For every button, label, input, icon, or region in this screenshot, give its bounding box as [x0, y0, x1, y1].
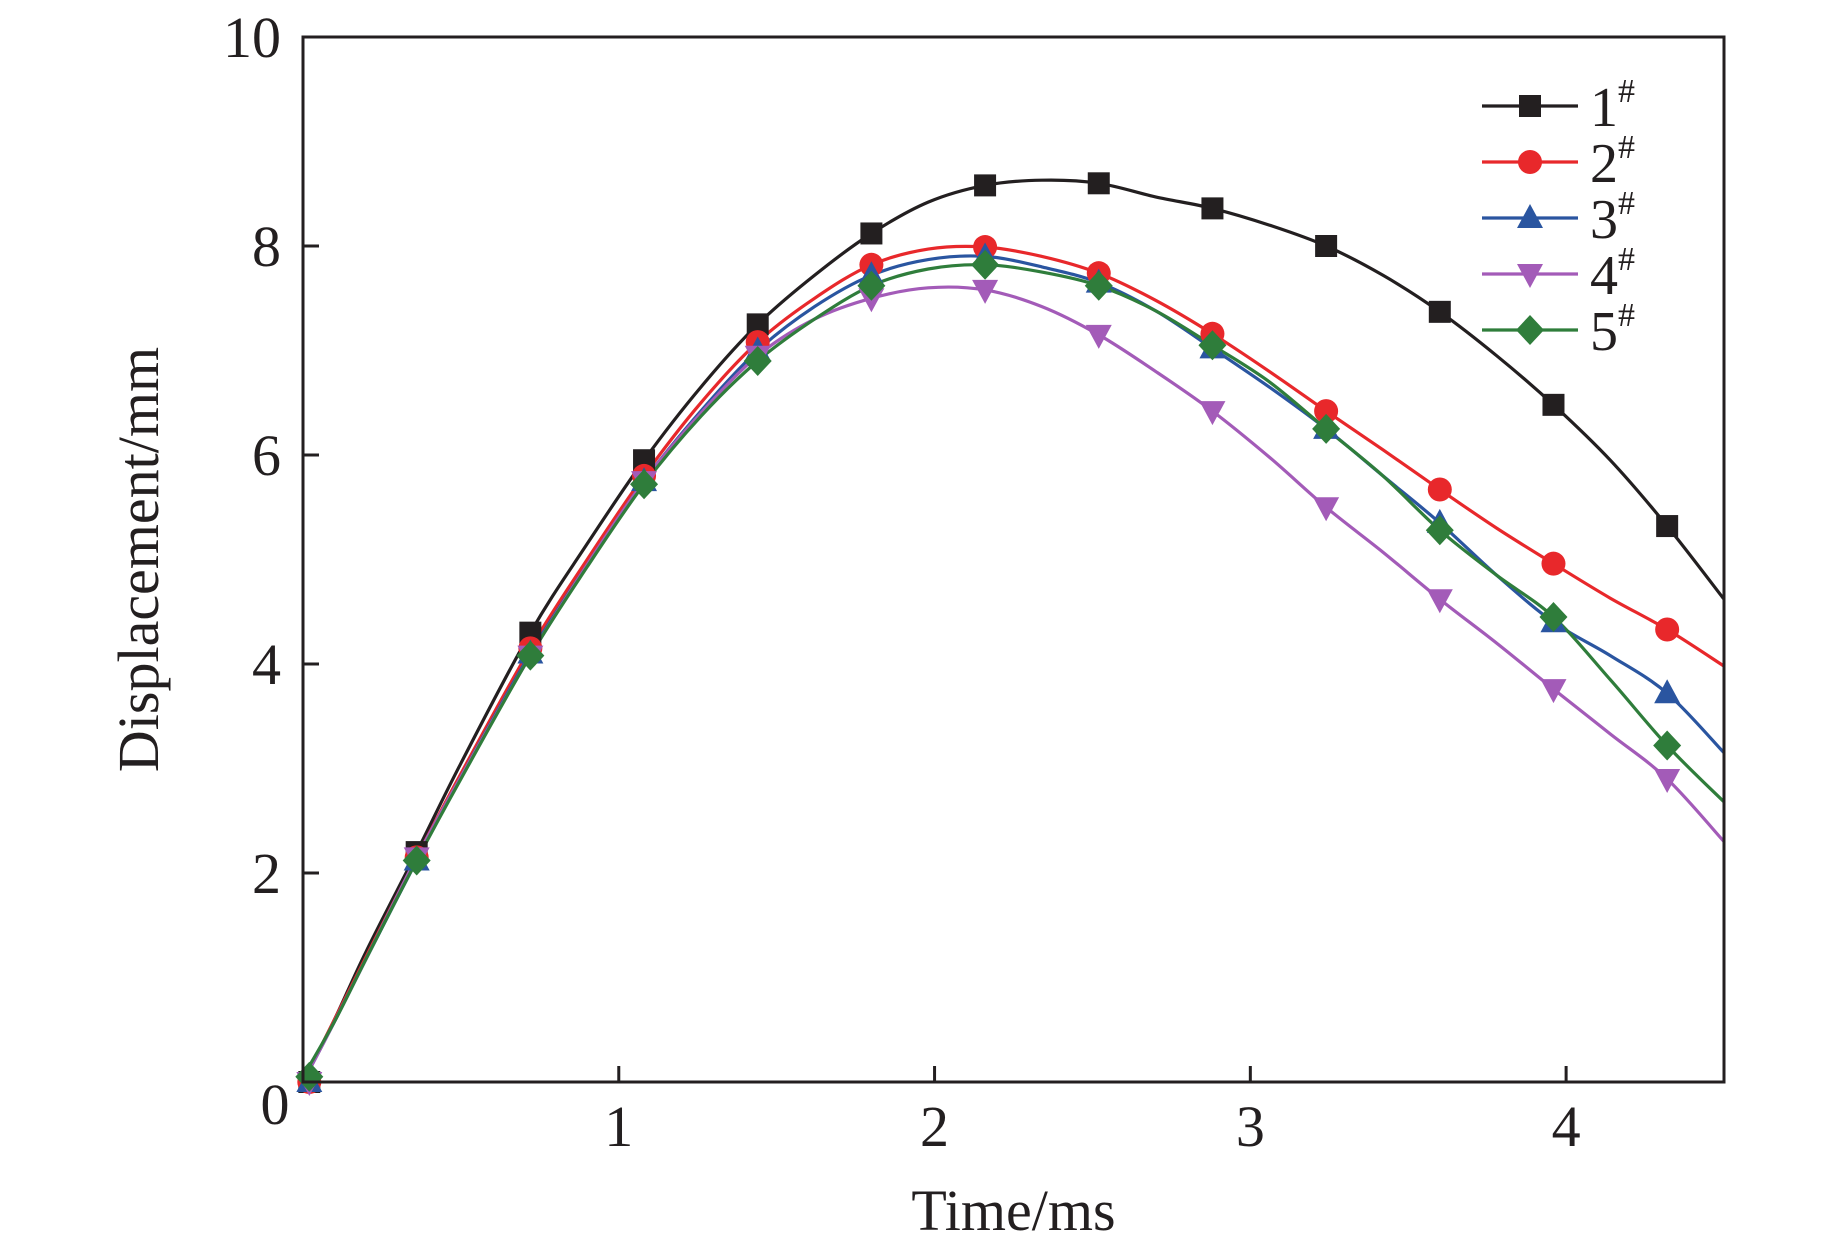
- origin-tick-label: 0: [261, 1072, 290, 1137]
- series-5-point: [971, 249, 1000, 280]
- legend-label: 2#: [1590, 129, 1635, 195]
- legend-label: 4#: [1590, 241, 1635, 307]
- series-3-point: [1654, 679, 1681, 704]
- series-1-line: [303, 178, 1724, 1082]
- series-3-line: [303, 254, 1724, 1082]
- series-5-point: [1084, 270, 1113, 301]
- series-4-point: [1199, 401, 1226, 426]
- series-4-point: [1654, 768, 1681, 793]
- series-1-point: [860, 222, 883, 245]
- series-5-point: [857, 270, 886, 301]
- legend: 1#2#3#4#5#: [1482, 73, 1635, 363]
- y-tick-label: 6: [252, 423, 281, 488]
- y-tick-label: 4: [252, 632, 281, 697]
- series-5-point: [1198, 330, 1227, 361]
- series-1-point: [974, 174, 997, 197]
- series-4-point: [972, 279, 999, 304]
- series-1-point: [1087, 172, 1110, 195]
- series-4-line: [303, 285, 1724, 1082]
- x-tick-label: 1: [604, 1094, 633, 1159]
- series-5-point: [743, 345, 772, 376]
- series-4-point: [1085, 324, 1112, 349]
- legend-item-3: 3#: [1482, 185, 1635, 251]
- series-2-point: [1427, 477, 1452, 502]
- legend-marker: [1518, 150, 1542, 174]
- series-1-point: [746, 313, 769, 336]
- y-tick-label: 2: [252, 841, 281, 906]
- legend-label: 1#: [1590, 73, 1635, 139]
- series-4-point: [1426, 589, 1453, 614]
- series-5-line: [303, 263, 1724, 1078]
- x-tick-label: 4: [1552, 1094, 1581, 1159]
- series-1-point: [1201, 197, 1224, 220]
- series-1-point: [1315, 235, 1338, 257]
- legend-item-4: 4#: [1482, 241, 1635, 307]
- series-curves: [303, 178, 1724, 1082]
- x-axis-label: Time/ms: [911, 1178, 1115, 1243]
- legend-item-5: 5#: [1482, 297, 1635, 363]
- legend-label: 5#: [1590, 297, 1635, 363]
- legend-item-1: 1#: [1482, 73, 1635, 139]
- axis-ticks: 1 2 3 4 2 4 6 8 10: [223, 5, 1581, 1159]
- x-tick-label: 3: [1236, 1094, 1265, 1159]
- series-5-point: [1653, 730, 1682, 761]
- series-2-point: [1655, 617, 1680, 642]
- y-axis-label: Displacement/mm: [106, 347, 171, 772]
- series-5-point: [1312, 413, 1341, 444]
- series-5-point: [1539, 601, 1568, 632]
- x-tick-label: 2: [920, 1094, 949, 1159]
- series-5-point: [630, 469, 659, 500]
- series-5-point: [516, 640, 545, 671]
- series-2-line: [303, 244, 1724, 1082]
- series-1-point: [1428, 300, 1451, 323]
- legend-marker: [1516, 315, 1544, 345]
- series-2-point: [1314, 399, 1339, 424]
- series-1-point: [1656, 515, 1679, 538]
- legend-marker: [1519, 95, 1541, 117]
- series-4-point: [1313, 497, 1340, 522]
- legend-marker: [1517, 204, 1543, 228]
- series-5-point: [402, 845, 431, 876]
- legend-label: 3#: [1590, 185, 1635, 251]
- legend-item-2: 2#: [1482, 129, 1635, 195]
- series-markers: [295, 172, 1682, 1096]
- series-5-point: [1425, 515, 1454, 546]
- series-2-point: [1541, 551, 1566, 576]
- legend-marker: [1517, 264, 1543, 288]
- series-1-point: [1542, 393, 1565, 416]
- series-4-point: [1540, 679, 1567, 704]
- y-tick-label: 10: [223, 5, 281, 70]
- plot-frame: [301, 35, 1726, 1084]
- y-tick-label: 8: [252, 214, 281, 279]
